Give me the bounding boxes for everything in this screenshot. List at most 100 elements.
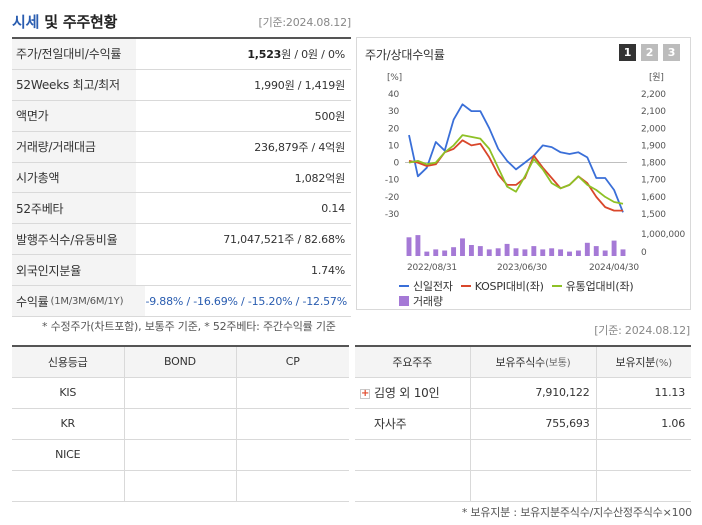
holder-name[interactable]: + 김영 외 10인 <box>355 376 471 409</box>
legend-label: 유통업대비(좌) <box>565 280 634 293</box>
x-tick-label: 2022/08/31 <box>407 263 457 273</box>
chart-panel: 주가/상대수익률 1 2 3 [%] [원] 40 30 20 10 0 -10 -20 -30 2… <box>356 37 691 310</box>
volume-bar <box>540 249 546 256</box>
holder-base-date: [기준: 2024.08.12] <box>594 324 690 337</box>
right-tick-label: 2,000 <box>641 124 666 134</box>
volume-bar <box>531 246 537 256</box>
right-tick-label: 1,700 <box>641 176 666 186</box>
quote-row-volume: 거래량/거래대금 236,879주 / 4억원 <box>12 131 351 163</box>
quote-footnote: * 수정주가(차트포함), 보통주 기준, * 52주베타: 주간수익률 기준 <box>42 320 336 333</box>
table-row <box>355 438 691 471</box>
quote-label: 외국인지분율 <box>12 255 136 286</box>
right-tick-label: 1,600 <box>641 193 666 203</box>
holder-pct: 11.13 <box>595 376 691 409</box>
left-axis-unit: [%] <box>387 73 402 83</box>
volume-bar <box>415 235 421 256</box>
quote-label: 거래량/거래대금 <box>12 131 136 162</box>
quote-row-shares: 발행주식수/유동비율 71,047,521주 / 82.68% <box>12 224 351 256</box>
volume-bar <box>424 251 430 256</box>
credit-bond <box>123 376 237 409</box>
left-tick-label: 10 <box>388 141 400 151</box>
legend-label: 신일전자 <box>413 280 453 293</box>
major-holders-table: 주요주주 보유주식수(보통) 보유지분(%) + 김영 외 10인 7,910,1… <box>355 345 691 502</box>
table-row: KR <box>12 407 349 440</box>
table-row: NICE <box>12 438 349 471</box>
volume-bar <box>522 249 528 256</box>
legend-swatch <box>399 296 409 306</box>
series-line-1 <box>408 103 624 213</box>
holder-shares: 7,910,122 <box>469 376 597 409</box>
quote-row-foreign: 외국인지분율 1.74% <box>12 255 351 287</box>
volume-bar <box>549 248 555 256</box>
credit-cp <box>235 407 349 440</box>
chart-title: 주가/상대수익률 <box>365 48 445 62</box>
quote-table: 주가/전일대비/수익률 1,523원 / 0원 / 0% 52Weeks 최고/… <box>12 37 351 318</box>
expand-plus-icon[interactable]: + <box>360 387 370 399</box>
left-tick-label: 0 <box>393 159 399 169</box>
quote-label: 52주베타 <box>12 193 136 224</box>
volume-bar <box>513 248 519 256</box>
credit-agency: KIS <box>12 376 125 409</box>
credit-cp <box>235 438 349 471</box>
section-header: 시세 및 주주현황 [기준:2024.08.12] <box>12 9 351 33</box>
quote-label: 시가총액 <box>12 162 136 193</box>
table-row <box>355 469 691 502</box>
holder-header: 보유지분(%) <box>595 345 691 378</box>
quote-value: 1,523원 / 0원 / 0% <box>247 47 345 61</box>
volume-tick-label: 1,000,000 <box>641 230 685 240</box>
base-date: [기준:2024.08.12] <box>258 16 351 29</box>
volume-bar <box>451 247 457 256</box>
volume-bar <box>406 237 412 256</box>
right-tick-label: 1,800 <box>641 159 666 169</box>
volume-bar <box>567 251 572 256</box>
quote-label: 발행주식수/유동비율 <box>12 224 136 255</box>
left-tick-label: -30 <box>385 210 400 220</box>
right-axis-unit: [원] <box>649 72 664 83</box>
quote-value: 500원 <box>314 109 346 123</box>
right-tick-label: 1,900 <box>641 141 666 151</box>
volume-tick-label: 0 <box>641 248 647 258</box>
volume-bar <box>460 238 465 256</box>
credit-header: BOND <box>123 345 237 378</box>
quote-row-price: 주가/전일대비/수익률 1,523원 / 0원 / 0% <box>12 39 351 70</box>
quote-label: 주가/전일대비/수익률 <box>12 39 136 69</box>
legend-item: 거래량 <box>399 294 443 309</box>
volume-bar <box>486 249 492 256</box>
credit-bond <box>123 438 237 471</box>
x-tick-label: 2024/04/30 <box>589 263 639 273</box>
volume-bar <box>495 248 501 256</box>
table-row: + 김영 외 10인 7,910,122 11.13 <box>355 376 691 409</box>
chart-page-3-button[interactable]: 3 <box>663 44 680 61</box>
volume-bar <box>611 240 617 256</box>
volume-bar <box>477 246 483 256</box>
legend-swatch <box>460 285 471 287</box>
left-tick-label: 20 <box>388 124 400 134</box>
right-tick-label: 2,100 <box>641 107 666 117</box>
quote-row-returns: 수익률 (1M/3M/6M/1Y) -9.88% / -16.69% / -15.… <box>12 286 351 318</box>
credit-bond <box>123 407 237 440</box>
quote-value: 0.14 <box>321 201 345 215</box>
chart-page-1-button[interactable]: 1 <box>619 44 636 61</box>
series-line-3 <box>408 134 624 205</box>
holder-shares: 755,693 <box>469 407 597 440</box>
right-tick-label: 1,500 <box>641 210 666 220</box>
left-tick-label: -10 <box>385 176 400 186</box>
legend-item: KOSPI대비(좌) <box>460 279 544 294</box>
credit-header: CP <box>235 345 349 378</box>
holder-footnote: * 보유지분 : 보유지분주식수/지수산정주식수×100 <box>461 506 692 519</box>
credit-bond <box>123 469 237 502</box>
quote-row-52w: 52Weeks 최고/최저 1,990원 / 1,419원 <box>12 69 351 101</box>
x-tick-label: 2023/06/30 <box>497 263 547 273</box>
quote-label: 수익률 (1M/3M/6M/1Y) <box>12 286 146 317</box>
volume-bar <box>468 245 474 256</box>
chart-page-2-button[interactable]: 2 <box>641 44 658 61</box>
volume-bar <box>584 242 590 256</box>
left-tick-label: 30 <box>388 107 400 117</box>
right-tick-label: 2,200 <box>641 90 666 100</box>
quote-value: -9.88% / -16.69% / -15.20% / -12.57% <box>145 294 347 308</box>
left-tick-label: -20 <box>385 193 400 203</box>
quote-value: 71,047,521주 / 82.68% <box>223 233 345 247</box>
credit-rating-table: 신용등급 BOND CP KIS KR NICE <box>12 345 349 502</box>
left-tick-label: 40 <box>388 90 400 100</box>
volume-bar <box>575 250 581 256</box>
